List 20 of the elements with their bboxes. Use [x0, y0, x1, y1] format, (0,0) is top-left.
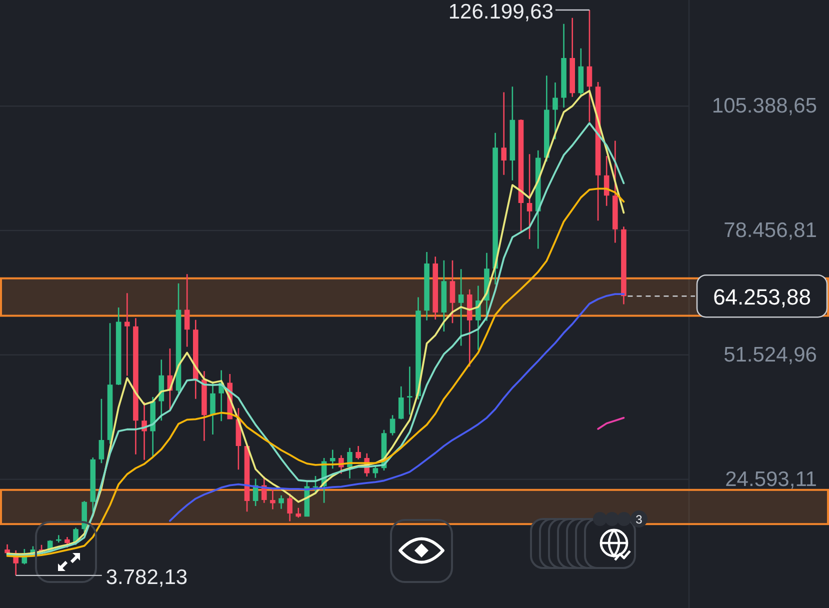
annotation: 126.199,63 — [448, 0, 554, 24]
y-tick-label: 78.456,81 — [724, 219, 817, 242]
line-series — [597, 416, 625, 430]
candlestick — [356, 446, 361, 460]
text: 3 — [636, 512, 643, 526]
line-series — [6, 188, 625, 558]
ref-line-label: 64.253,88 — [713, 284, 811, 310]
candlestick — [330, 450, 336, 469]
candlestick — [270, 488, 276, 510]
candlestick — [407, 366, 412, 415]
candlestick — [501, 92, 507, 175]
candlestick — [124, 293, 130, 376]
line-series — [169, 293, 625, 522]
annotation: 3.782,13 — [106, 566, 188, 589]
y-tick-label: 51.524,96 — [724, 343, 817, 366]
y-tick-label: 105.388,65 — [712, 94, 817, 118]
candlestick — [552, 82, 558, 140]
y-tick-label: 24.593,11 — [725, 468, 817, 491]
candlestick — [56, 535, 62, 543]
candlestick — [278, 495, 284, 509]
